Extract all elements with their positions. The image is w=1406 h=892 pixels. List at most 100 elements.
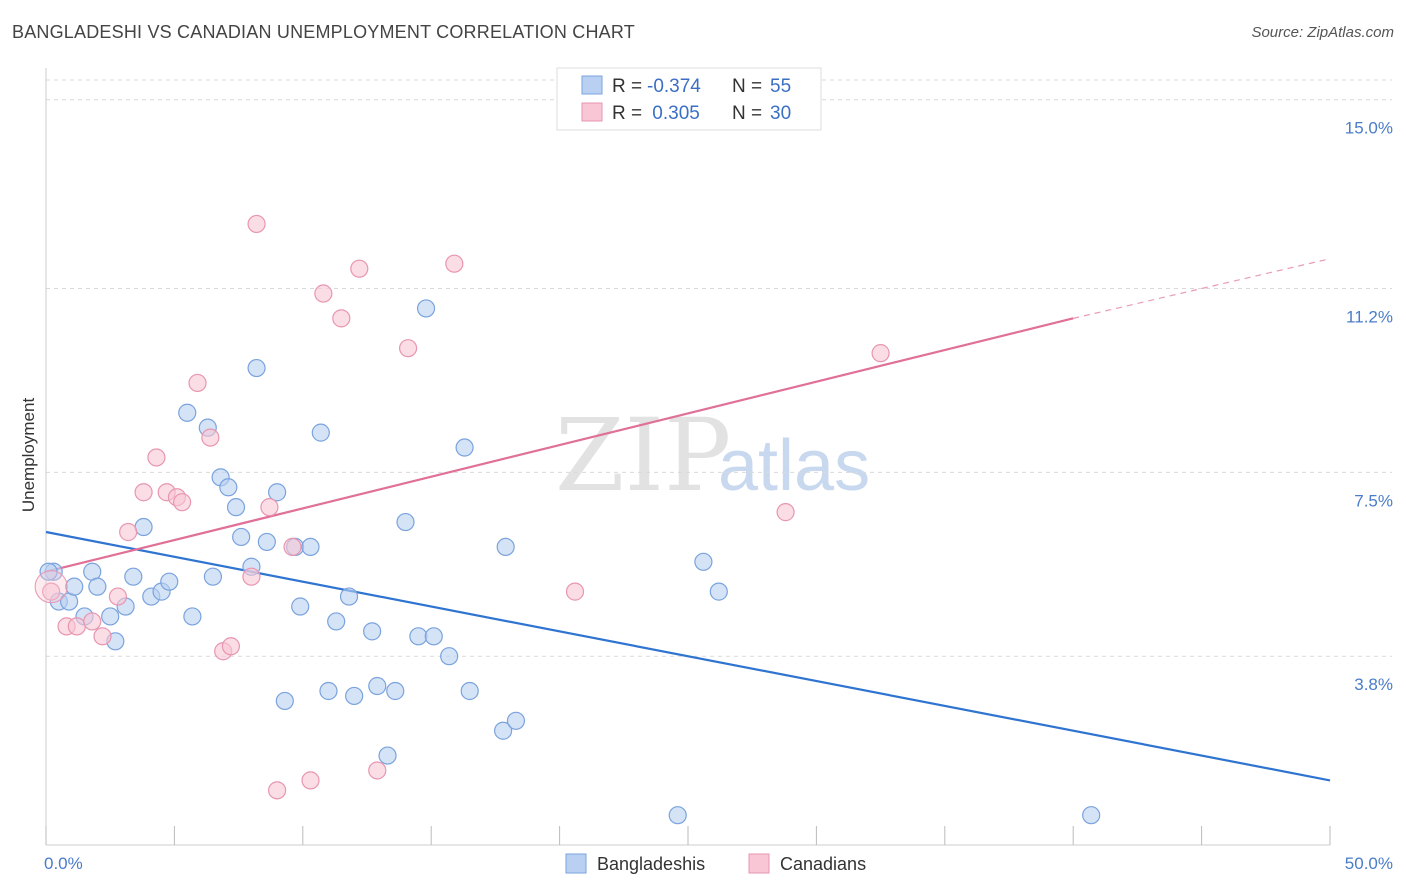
point-bangladeshis xyxy=(178,403,197,422)
point-bangladeshis xyxy=(275,691,294,711)
top-legend: R = -0.374 N = 55 R = 0.305 N = 30 xyxy=(556,67,822,131)
point-bangladeshis xyxy=(203,567,223,586)
point-canadians xyxy=(108,587,128,606)
point-bangladeshis xyxy=(183,607,202,626)
y-tick-label: 15.0% xyxy=(1345,119,1393,138)
source-label: Source: ZipAtlas.com xyxy=(1251,24,1394,41)
bottom-legend-swatch-blue xyxy=(565,853,587,874)
point-canadians xyxy=(368,761,387,780)
point-bangladeshis xyxy=(124,567,143,586)
x-tick-label-max: 50.0% xyxy=(1345,854,1393,873)
x-tick-label-min: 0.0% xyxy=(44,854,83,873)
bottom-legend-bangladeshis: Bangladeshis xyxy=(597,854,705,874)
point-bangladeshis xyxy=(311,423,330,442)
point-bangladeshis xyxy=(101,607,120,626)
y-tick-label: 11.2% xyxy=(1346,308,1393,327)
point-bangladeshis xyxy=(88,577,107,596)
point-canadians xyxy=(119,522,138,542)
point-bangladeshis xyxy=(232,527,251,547)
trend-line-canadians xyxy=(45,317,1074,573)
y-tick-label: 3.8% xyxy=(1354,675,1393,694)
point-bangladeshis xyxy=(440,647,459,666)
legend-r-value-1: -0.374 xyxy=(647,76,701,97)
point-bangladeshis xyxy=(386,681,405,701)
legend-r-value-2: 0.305 xyxy=(647,103,700,124)
point-canadians xyxy=(565,582,585,601)
y-tick-label: 7.5% xyxy=(1354,491,1393,510)
point-bangladeshis xyxy=(1082,806,1101,825)
point-bangladeshis xyxy=(709,582,728,601)
point-canadians xyxy=(147,448,166,467)
chart-title: BANGLADESHI VS CANADIAN UNEMPLOYMENT COR… xyxy=(12,22,635,42)
legend-swatch-pink xyxy=(581,102,603,122)
bottom-legend-canadians: Canadians xyxy=(780,854,866,874)
point-canadians xyxy=(268,781,287,800)
point-canadians xyxy=(42,582,61,601)
trend-lines xyxy=(45,258,1331,782)
point-bangladeshis xyxy=(345,686,364,706)
point-bangladeshis xyxy=(455,438,474,457)
legend-r-label-1: R = xyxy=(612,76,642,97)
point-bangladeshis xyxy=(247,358,266,378)
point-canadians xyxy=(221,637,240,656)
point-canadians xyxy=(350,259,369,278)
point-bangladeshis xyxy=(694,552,713,571)
point-canadians xyxy=(445,254,464,273)
point-bangladeshis xyxy=(134,517,153,537)
point-canadians xyxy=(301,771,320,790)
legend-r-label-2: R = xyxy=(612,103,642,124)
point-canadians xyxy=(871,344,890,363)
point-canadians xyxy=(260,498,279,517)
legend-n-label-2: N = xyxy=(732,103,762,124)
point-canadians xyxy=(201,428,220,447)
legend-n-value-2: 30 xyxy=(770,103,791,124)
point-bangladeshis xyxy=(219,478,238,497)
point-bangladeshis xyxy=(416,299,436,318)
point-bangladeshis xyxy=(339,587,359,606)
point-canadians-large xyxy=(34,570,68,604)
point-canadians xyxy=(247,214,266,234)
point-canadians xyxy=(776,503,795,522)
tick-labels: 3.8% 7.5% 11.2% 15.0% 0.0% 50.0% xyxy=(44,119,1393,873)
point-bangladeshis xyxy=(160,572,179,591)
point-bangladeshis xyxy=(368,676,387,696)
point-bangladeshis xyxy=(506,711,526,730)
point-bangladeshis xyxy=(378,746,397,765)
point-canadians xyxy=(188,373,207,393)
point-bangladeshis xyxy=(65,577,84,596)
point-bangladeshis xyxy=(668,806,687,825)
point-bangladeshis xyxy=(460,681,479,701)
point-canadians xyxy=(93,627,112,646)
point-bangladeshis xyxy=(301,537,320,556)
point-canadians xyxy=(283,537,302,556)
bottom-legend: Bangladeshis Canadians xyxy=(565,853,866,874)
point-bangladeshis xyxy=(327,612,346,631)
point-bangladeshis xyxy=(257,532,276,552)
point-canadians xyxy=(173,493,192,512)
point-canadians xyxy=(398,339,418,358)
legend-n-value-1: 55 xyxy=(770,76,791,97)
point-bangladeshis xyxy=(396,512,415,532)
axes xyxy=(45,68,1331,846)
data-points xyxy=(34,214,1101,825)
point-canadians xyxy=(67,617,86,636)
point-canadians xyxy=(134,483,153,502)
point-bangladeshis xyxy=(319,681,338,701)
legend-swatch-blue xyxy=(581,75,603,95)
point-canadians xyxy=(83,612,102,631)
point-bangladeshis xyxy=(424,627,443,646)
trend-line-bangladeshis xyxy=(45,530,1331,782)
watermark-zip: ZIP xyxy=(555,397,731,514)
point-bangladeshis xyxy=(268,483,287,502)
point-bangladeshis xyxy=(494,721,513,740)
point-canadians xyxy=(242,567,261,586)
bottom-legend-swatch-pink xyxy=(748,853,770,874)
legend-n-label-1: N = xyxy=(732,76,762,97)
watermark-atlas: atlas xyxy=(718,426,870,506)
point-canadians xyxy=(314,284,333,303)
point-bangladeshis xyxy=(363,622,382,641)
point-canadians xyxy=(332,309,351,328)
point-bangladeshis xyxy=(226,498,246,517)
point-bangladeshis xyxy=(496,537,515,556)
